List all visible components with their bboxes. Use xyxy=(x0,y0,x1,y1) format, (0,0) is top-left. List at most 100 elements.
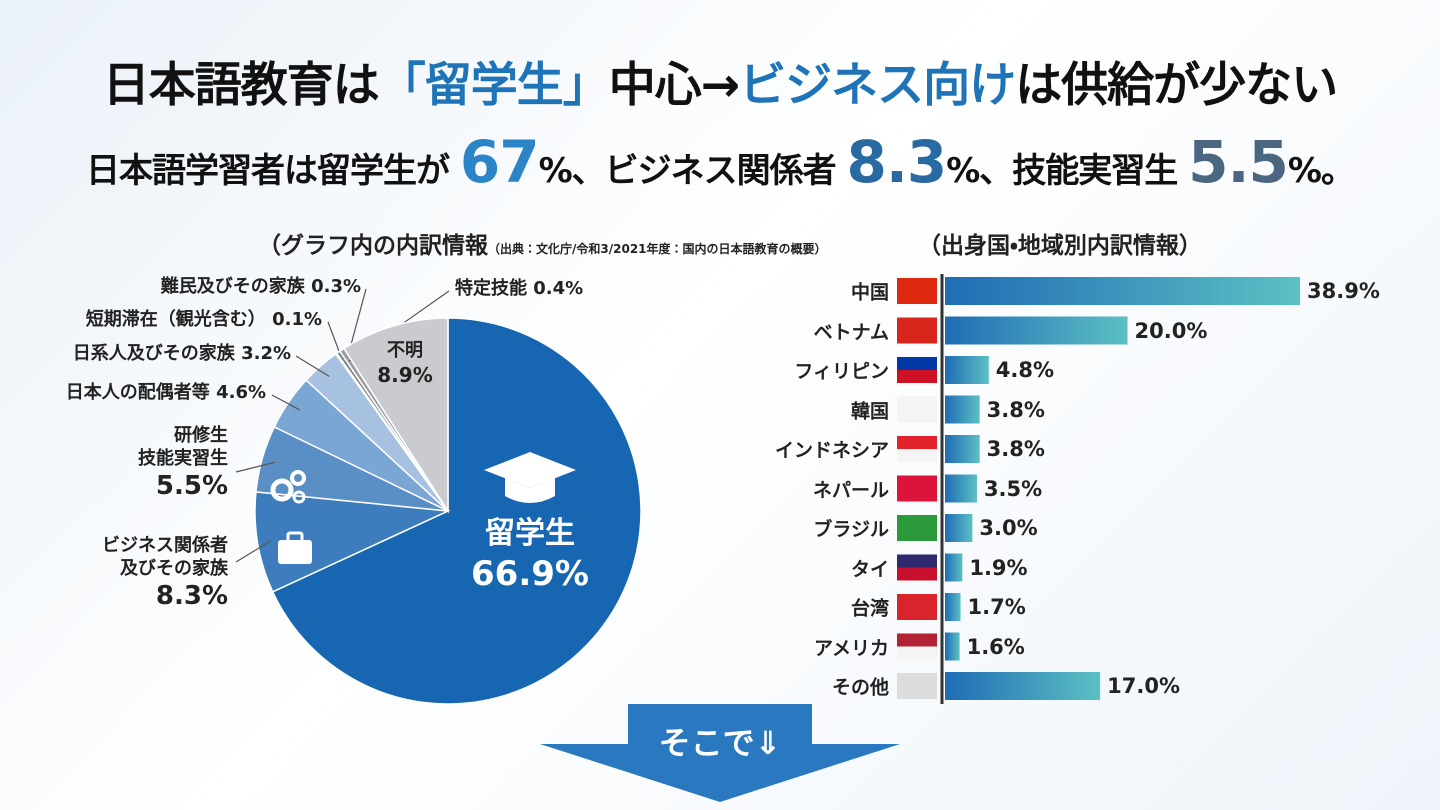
pie-source: （出典：文化庁/令和3/2021年度：国内の日本語教育の概要） xyxy=(488,242,827,256)
flag xyxy=(897,646,937,660)
bar-chart xyxy=(897,277,1300,700)
pie-slice xyxy=(342,317,449,514)
slice-value: 0.3% xyxy=(311,276,361,297)
bar xyxy=(945,277,1300,305)
bar xyxy=(945,356,989,384)
pie-title: （グラフ内の内訳情報（出典：文化庁/令和3/2021年度：国内の日本語教育の概要… xyxy=(258,226,827,260)
subtitle-number: 67 xyxy=(459,128,540,196)
bar-value: 3.8% xyxy=(986,437,1045,461)
bar xyxy=(945,593,961,621)
bar-category: アメリカ xyxy=(813,637,889,659)
down-arrow xyxy=(540,704,900,802)
bar-category: 韓国 xyxy=(850,400,889,422)
subtitle-part: %、ビジネス関係者 xyxy=(538,151,837,191)
title-part: 日本語教育は xyxy=(102,58,380,113)
slice-value: 66.9% xyxy=(471,553,589,594)
pie-chart xyxy=(235,288,642,705)
bar-category: ブラジル xyxy=(813,518,889,541)
bar-category: 中国 xyxy=(850,281,889,304)
bar-value: 3.5% xyxy=(983,476,1043,501)
bar xyxy=(945,316,1128,345)
bar xyxy=(945,435,980,463)
bar xyxy=(945,395,980,424)
bar-value: 1.9% xyxy=(969,555,1028,580)
bar-value: 3.0% xyxy=(979,516,1038,540)
bar-title: （出身国・地域別内訳情報） xyxy=(918,233,1202,259)
pie-slice xyxy=(254,491,451,593)
slice-label: 留学生 66.9% xyxy=(430,515,630,595)
icons xyxy=(270,452,576,564)
next-button[interactable]: そこで⇓ xyxy=(658,724,782,762)
flag xyxy=(897,370,937,383)
slice-value: 3.2% xyxy=(241,343,291,364)
bar-value: 17.0% xyxy=(1107,674,1180,698)
subtitle-part: %。 xyxy=(1287,151,1355,191)
slice-label: 日系人及びその家族 3.2% xyxy=(73,343,291,366)
leader-line xyxy=(295,355,330,377)
flag xyxy=(897,475,937,502)
slice-category: 短期滞在（観光含む） xyxy=(85,309,266,330)
slice-category: 難民及びその家族 xyxy=(160,276,305,297)
bar-value: 4.8% xyxy=(995,358,1055,382)
leader-line xyxy=(235,540,272,563)
slice-value: 5.5% xyxy=(155,471,228,501)
slice-label: 日本人の配偶者等 4.6% xyxy=(66,382,266,405)
subtitle-number: 8.3 xyxy=(846,128,947,196)
gear-icon xyxy=(292,490,306,504)
gear-icon xyxy=(270,478,294,502)
cap-icon-base xyxy=(505,478,555,503)
flag xyxy=(897,449,937,462)
slice-category: 特定技能 xyxy=(455,278,527,299)
leader-line xyxy=(271,394,300,411)
slice-category: 不明 xyxy=(387,340,423,361)
slice-category: ビジネス関係者 及びその家族 xyxy=(102,535,228,579)
bar-value: 38.9% xyxy=(1307,279,1380,303)
flag xyxy=(897,317,937,344)
bar-category: インドネシア xyxy=(774,439,889,462)
slice-label: 研修生 技能実習生 5.5% xyxy=(138,425,228,503)
pie-slice xyxy=(271,317,642,705)
slice-category: 研修生 技能実習生 xyxy=(138,425,228,469)
flag xyxy=(897,396,937,423)
slice-category: 日系人及びその家族 xyxy=(72,343,235,364)
subtitle-part: 日本語学習者は留学生が xyxy=(86,151,450,191)
bar-value: 1.7% xyxy=(967,595,1026,619)
bar-value: 20.0% xyxy=(1134,318,1208,343)
pie-title-text: （グラフ内の内訳情報 xyxy=(258,233,488,259)
slice-category: 日本人の配偶者等 xyxy=(65,382,210,403)
slice-value: 8.3% xyxy=(155,581,228,611)
briefcase-icon xyxy=(286,531,304,544)
slice-label: ビジネス関係者 及びその家族 8.3% xyxy=(102,535,228,613)
bar-category: フィリピン xyxy=(794,360,889,383)
bar-value: 1.6% xyxy=(966,634,1025,659)
title-part: 「留学生」 xyxy=(378,58,610,113)
bar-category: その他 xyxy=(831,676,889,699)
slice-label: 短期滞在（観光含む） 0.1% xyxy=(86,309,322,332)
slice-category: 留学生 xyxy=(485,516,575,551)
title: 日本語教育は「留学生」中心→ビジネス向けは供給が少ない xyxy=(0,46,1440,115)
gear-icon xyxy=(290,470,306,486)
slice-label: 特定技能 0.4% xyxy=(455,278,583,301)
title-part: ビジネス向け xyxy=(739,58,1016,113)
title-part: 中心→ xyxy=(608,58,740,113)
subtitle-part: %、技能実習生 xyxy=(946,151,1178,191)
bar-category: ベトナム xyxy=(813,321,889,343)
slice-value: 0.4% xyxy=(533,278,584,299)
title-part: は供給が少ない xyxy=(1015,58,1338,113)
bar xyxy=(945,514,973,542)
bar-category: 台湾 xyxy=(850,597,889,620)
flag xyxy=(897,594,937,620)
bar xyxy=(945,632,960,661)
bar xyxy=(945,474,977,503)
flag xyxy=(897,567,937,581)
bar xyxy=(945,553,963,582)
flag xyxy=(897,673,937,699)
slice-label: 難民及びその家族 0.3% xyxy=(161,276,361,299)
leader-line xyxy=(235,461,276,473)
bar-category: タイ xyxy=(850,558,889,580)
flag xyxy=(897,515,937,541)
flag xyxy=(897,278,937,304)
briefcase-icon xyxy=(278,540,312,564)
bar xyxy=(945,672,1101,700)
